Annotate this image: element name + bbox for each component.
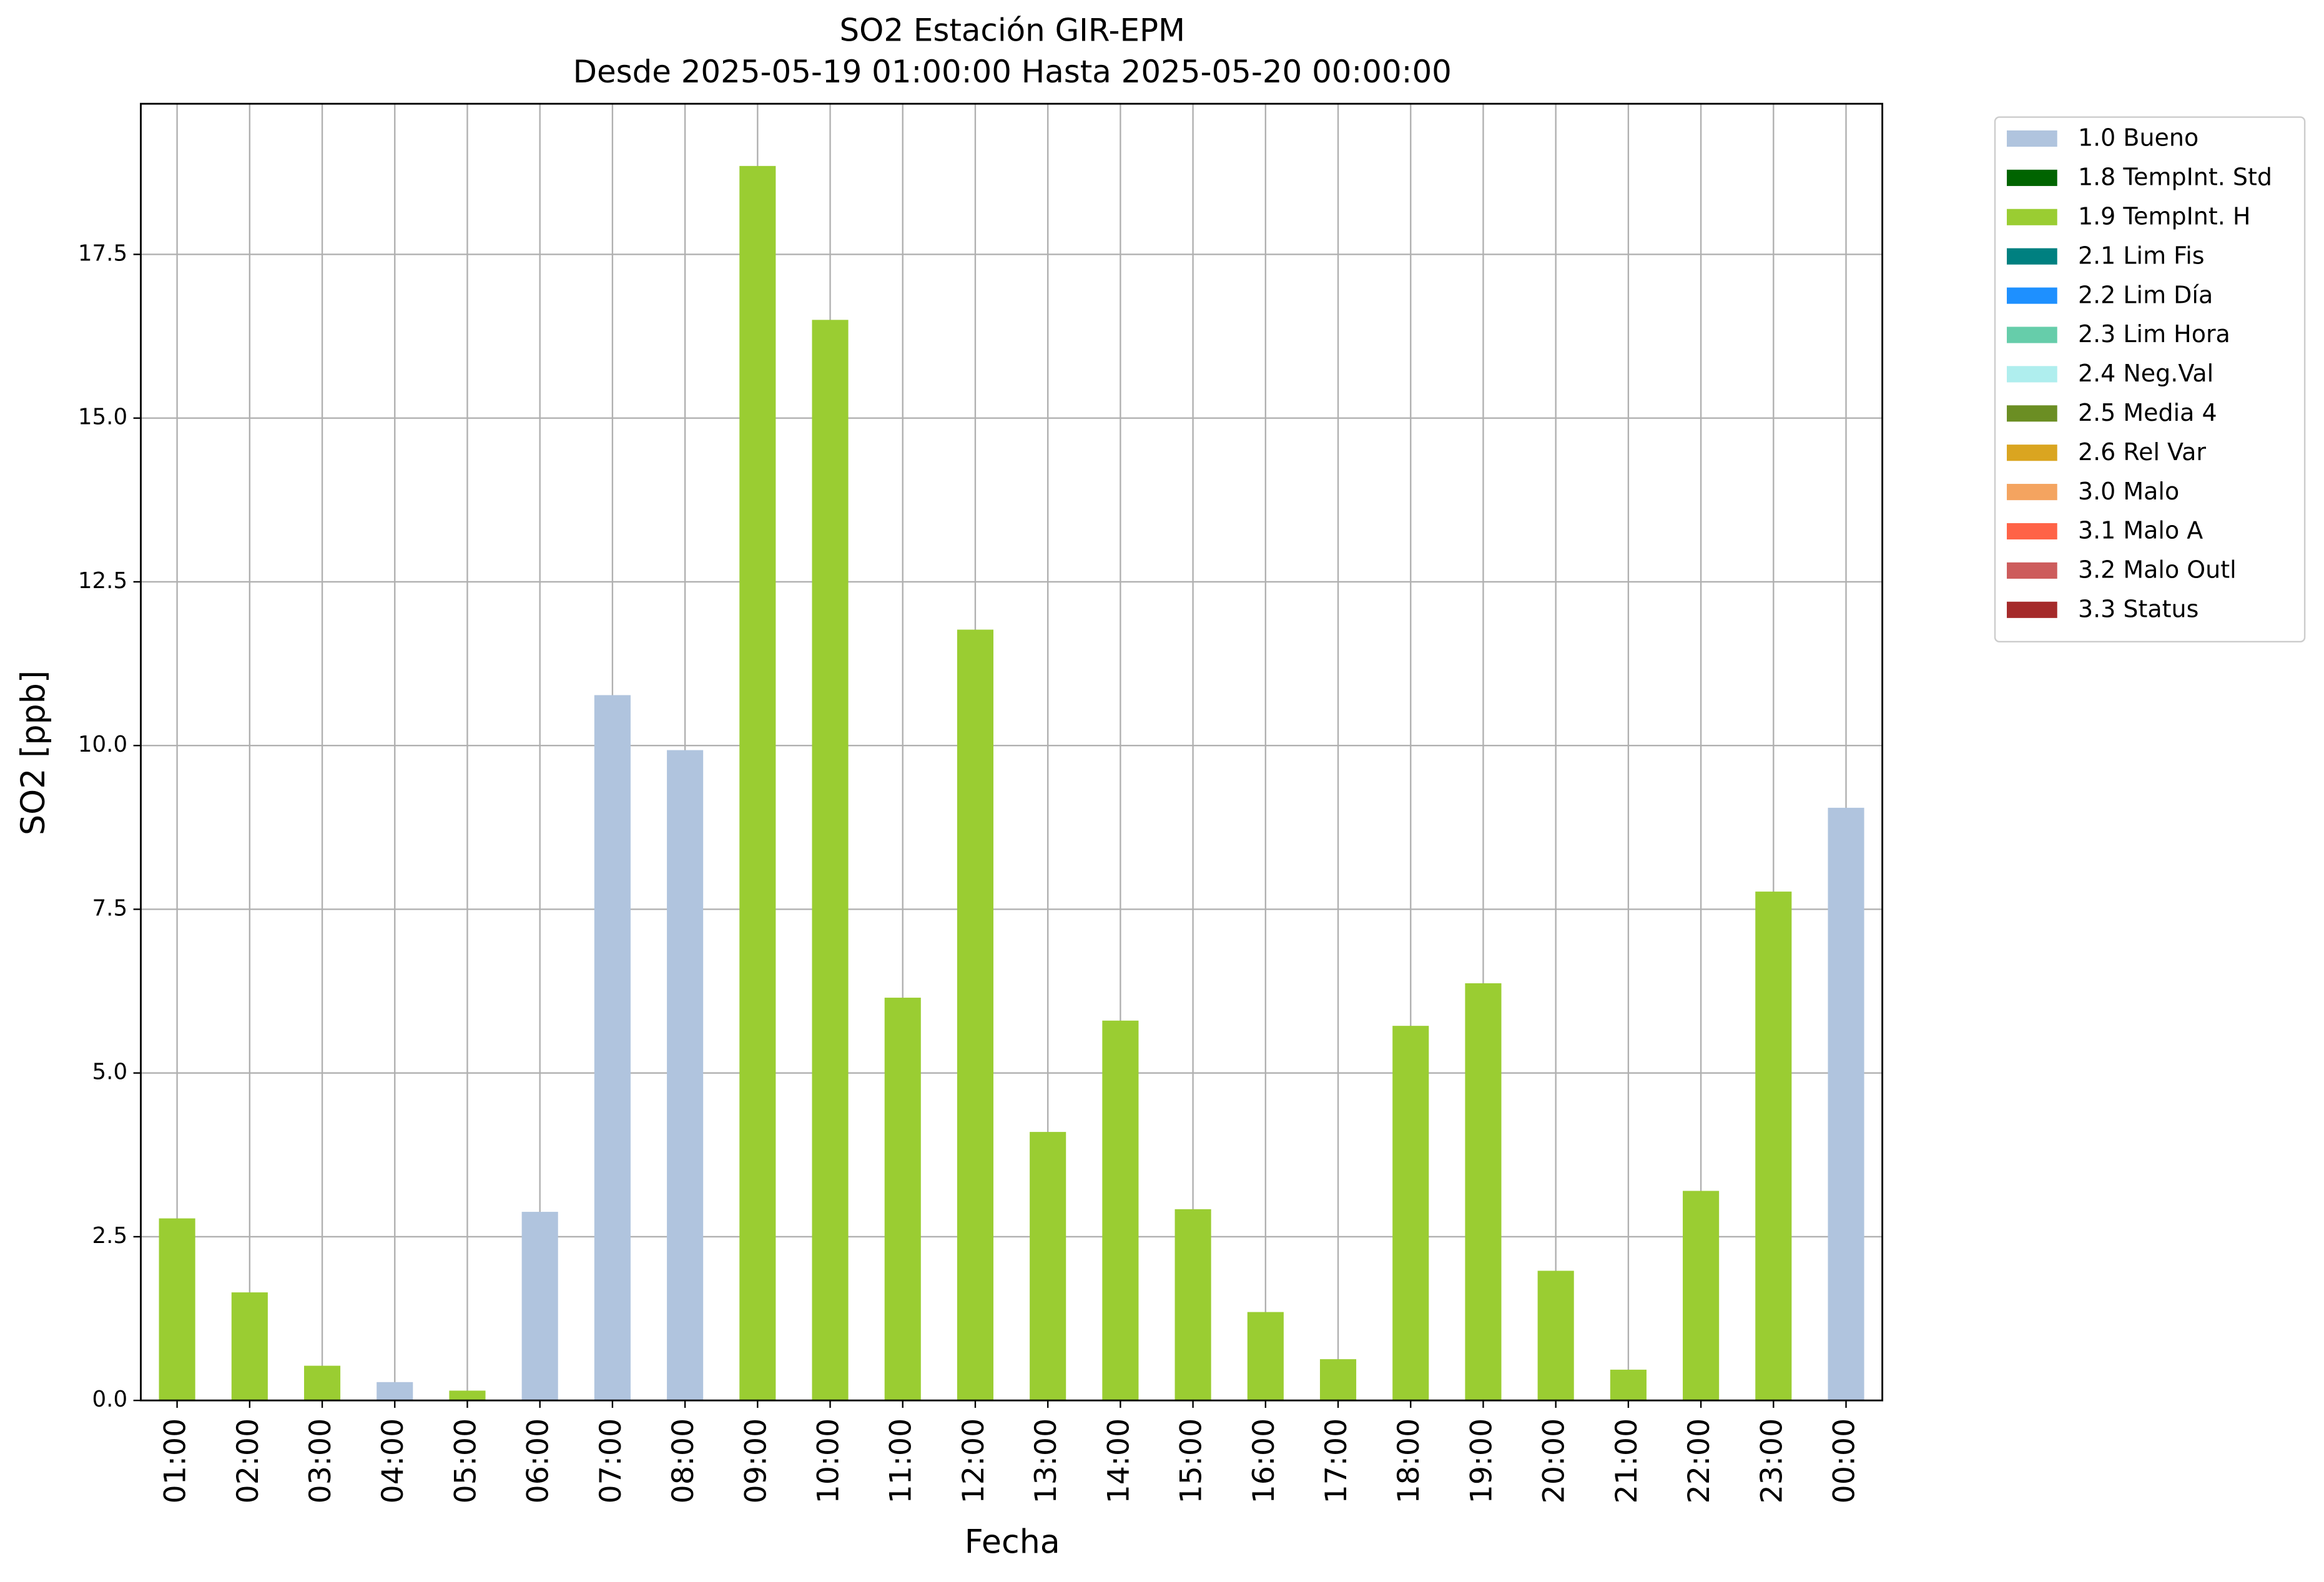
y-tick-label: 12.5 bbox=[78, 568, 127, 594]
y-tick-label: 10.0 bbox=[78, 732, 127, 757]
bar bbox=[739, 165, 776, 1401]
y-tick-label: 0.0 bbox=[92, 1387, 128, 1412]
x-tick-label: 18:00 bbox=[1392, 1418, 1426, 1504]
x-tick-label: 19:00 bbox=[1464, 1418, 1499, 1504]
legend-label: 2.3 Lim Hora bbox=[2078, 320, 2230, 348]
bar bbox=[1683, 1191, 1720, 1401]
legend-swatch bbox=[2007, 601, 2057, 618]
bar bbox=[1102, 1020, 1139, 1401]
bar bbox=[1030, 1132, 1066, 1401]
x-tick-label: 02:00 bbox=[231, 1418, 265, 1504]
legend-swatch bbox=[2007, 445, 2057, 461]
x-tick-label: 15:00 bbox=[1174, 1418, 1209, 1504]
bar bbox=[884, 998, 921, 1401]
x-tick-label: 20:00 bbox=[1537, 1418, 1572, 1504]
plot-area: 0.0 2.5 5.0 7.5 10.0 12.5 15.0 17.5 01:00 02:00 03… bbox=[78, 102, 2306, 1504]
x-tick-label: 23:00 bbox=[1755, 1418, 1789, 1504]
y-tick-label: 5.0 bbox=[92, 1059, 128, 1085]
legend-label: 1.8 TempInt. Std bbox=[2078, 164, 2272, 191]
bar bbox=[1319, 1359, 1357, 1401]
legend-swatch bbox=[2007, 169, 2057, 186]
x-tick-label: 22:00 bbox=[1682, 1418, 1716, 1504]
x-tick-label: 10:00 bbox=[812, 1418, 846, 1504]
bar bbox=[812, 320, 849, 1401]
legend-swatch bbox=[2007, 209, 2057, 225]
x-tick-label: 05:00 bbox=[448, 1418, 483, 1504]
plot-frame bbox=[140, 102, 1884, 1402]
legend-swatch bbox=[2007, 405, 2057, 422]
legend-label: 2.2 Lim Día bbox=[2078, 281, 2213, 308]
legend-swatch bbox=[2007, 327, 2057, 343]
bar bbox=[1537, 1270, 1574, 1401]
bar bbox=[303, 1365, 341, 1401]
x-tick-label: 17:00 bbox=[1319, 1418, 1354, 1504]
legend-swatch bbox=[2007, 562, 2057, 579]
bar bbox=[1828, 807, 1864, 1401]
bar bbox=[1755, 892, 1792, 1401]
x-tick-label: 03:00 bbox=[303, 1418, 338, 1504]
chart-title: SO2 Estación GIR-EPM bbox=[840, 12, 1185, 49]
x-tick-label: 12:00 bbox=[957, 1418, 991, 1504]
x-tick-label: 07:00 bbox=[594, 1418, 628, 1504]
bar bbox=[231, 1292, 268, 1401]
x-tick-label: 06:00 bbox=[521, 1418, 556, 1504]
legend-label: 2.5 Media 4 bbox=[2078, 399, 2217, 426]
legend-label: 3.0 Malo bbox=[2078, 478, 2179, 505]
bar bbox=[1465, 983, 1502, 1401]
x-axis-label: Fecha bbox=[965, 1523, 1060, 1561]
bar bbox=[521, 1212, 558, 1401]
legend-swatch bbox=[2007, 366, 2057, 383]
legend-label: 1.0 Bueno bbox=[2078, 124, 2198, 152]
bar bbox=[377, 1382, 413, 1401]
legend-label: 2.6 Rel Var bbox=[2078, 438, 2206, 466]
x-tick-label: 11:00 bbox=[884, 1418, 918, 1504]
y-tick-label: 17.5 bbox=[78, 240, 127, 266]
chart-subtitle: Desde 2025-05-19 01:00:00 Hasta 2025-05-… bbox=[573, 54, 1452, 90]
bar bbox=[1247, 1312, 1284, 1401]
legend-label: 3.2 Malo Outl bbox=[2078, 556, 2237, 584]
bar bbox=[449, 1390, 486, 1401]
legend-label: 2.1 Lim Fis bbox=[2078, 242, 2205, 269]
y-tick-label: 2.5 bbox=[92, 1223, 128, 1249]
legend-swatch bbox=[2007, 484, 2057, 501]
legend-swatch bbox=[2007, 523, 2057, 540]
bar bbox=[159, 1218, 195, 1401]
y-tick-label: 15.0 bbox=[78, 405, 127, 430]
x-tick-label: 00:00 bbox=[1828, 1418, 1862, 1504]
x-tick-label: 08:00 bbox=[666, 1418, 701, 1504]
legend-box bbox=[1994, 116, 2306, 643]
y-axis-label: SO2 [ppb] bbox=[15, 671, 52, 835]
y-tick-label: 7.5 bbox=[92, 895, 128, 921]
x-tick-label: 14:00 bbox=[1101, 1418, 1136, 1504]
legend-label: 3.3 Status bbox=[2078, 595, 2198, 622]
bar bbox=[1174, 1209, 1211, 1401]
bar bbox=[1610, 1369, 1647, 1401]
x-tick-label: 04:00 bbox=[376, 1418, 410, 1504]
bar bbox=[1392, 1026, 1429, 1401]
bar bbox=[667, 750, 704, 1401]
x-tick-label: 13:00 bbox=[1029, 1418, 1063, 1504]
bar bbox=[594, 695, 631, 1401]
legend-label: 2.4 Neg.Val bbox=[2078, 360, 2213, 387]
legend-label: 3.1 Malo A bbox=[2078, 517, 2203, 544]
x-tick-label: 09:00 bbox=[739, 1418, 773, 1504]
x-tick-label: 21:00 bbox=[1610, 1418, 1644, 1504]
legend-swatch bbox=[2007, 248, 2057, 265]
legend-swatch bbox=[2007, 287, 2057, 304]
bar bbox=[957, 629, 994, 1401]
legend-label: 1.9 TempInt. H bbox=[2078, 202, 2250, 230]
x-tick-label: 16:00 bbox=[1247, 1418, 1281, 1504]
x-tick-label: 01:00 bbox=[159, 1418, 193, 1504]
legend-swatch bbox=[2007, 130, 2057, 147]
